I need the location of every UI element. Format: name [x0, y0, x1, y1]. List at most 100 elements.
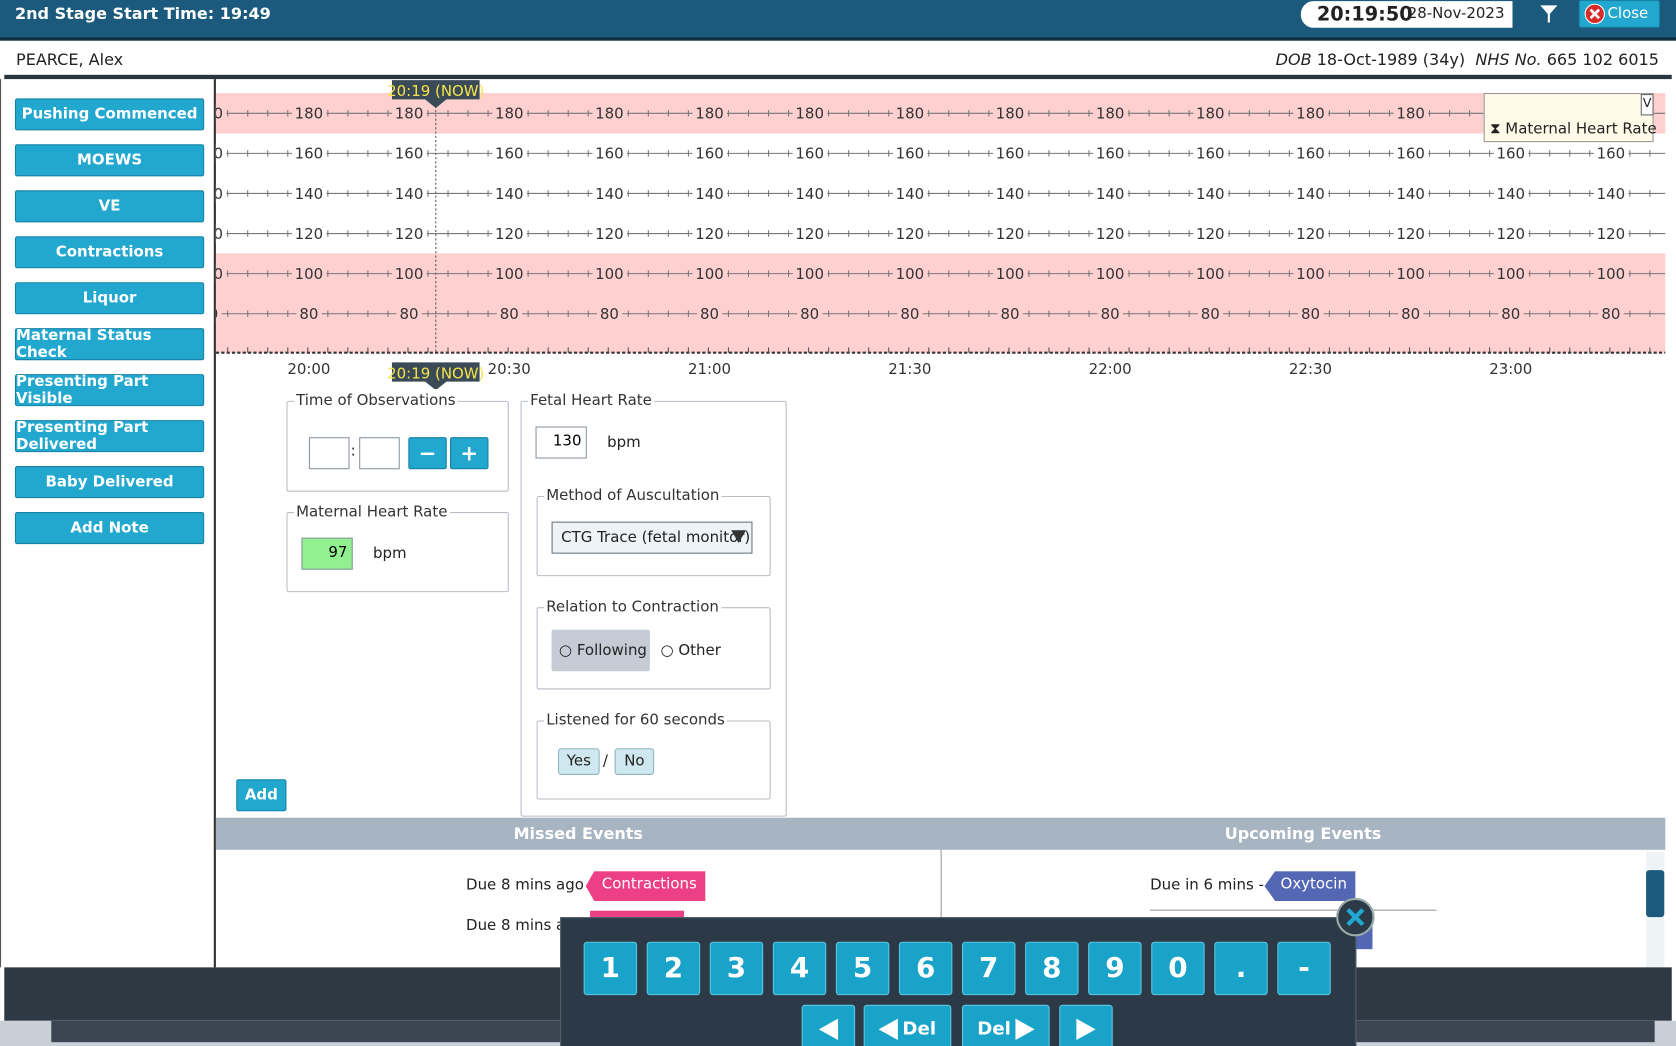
band-low — [215, 253, 1666, 353]
y-tick-label: 80 — [500, 305, 519, 323]
y-tick-label: 140 — [1096, 185, 1125, 203]
sidebar-button[interactable]: Presenting Part Delivered — [14, 419, 205, 453]
y-tick-label: 160 — [216, 145, 223, 163]
y-tick-label: 100 — [996, 265, 1025, 283]
nhs: 665 102 6015 — [1546, 50, 1659, 70]
events-header — [215, 817, 1666, 850]
x-tick-label: 22:30 — [1289, 360, 1332, 378]
digit-key[interactable]: 0 — [1151, 941, 1205, 996]
maternal-unit: bpm — [373, 545, 407, 563]
sidebar-button[interactable]: Maternal Status Check — [14, 327, 205, 361]
del-right-key[interactable]: Del — [962, 1004, 1050, 1046]
y-tick-label: 160 — [1396, 145, 1425, 163]
plus-button[interactable]: + — [450, 437, 489, 470]
digit-key[interactable]: 5 — [835, 941, 890, 996]
stage-title: 2nd Stage Start Time: 19:49 — [14, 4, 271, 24]
scroll-thumb[interactable] — [1646, 870, 1665, 918]
dob: 18-Oct-1989 (34y) — [1316, 50, 1466, 70]
y-tick-label: 120 — [1196, 225, 1225, 243]
sidebar-button[interactable]: MOEWS — [14, 144, 205, 177]
x-tick-label: 20:30 — [488, 360, 531, 378]
y-tick-label: 160 — [1296, 145, 1325, 163]
digit-key[interactable]: 6 — [898, 941, 953, 996]
digit-key[interactable]: 1 — [583, 941, 638, 996]
no-button[interactable]: No — [614, 748, 655, 775]
missed-due: Due 8 mins ago - — [466, 876, 595, 894]
legend-box — [1483, 92, 1654, 143]
digit-key[interactable]: 7 — [962, 941, 1016, 996]
yes-button[interactable]: Yes — [557, 748, 600, 775]
y-tick-label: 100 — [1497, 265, 1526, 283]
sidebar-button[interactable]: Presenting Part Visible — [14, 373, 205, 407]
upcoming-tag[interactable]: Oxytocin — [1264, 871, 1356, 902]
y-tick-label: 160 — [1196, 145, 1225, 163]
y-tick-label: 180 — [395, 105, 424, 123]
upcoming-separator — [1150, 909, 1437, 911]
right-key[interactable] — [1059, 1004, 1113, 1046]
del-left-key[interactable]: Del — [863, 1004, 952, 1046]
x-tick-label: 20:00 — [287, 360, 330, 378]
y-tick-label: 100 — [1296, 265, 1325, 283]
relation-legend: Relation to Contraction — [544, 598, 721, 616]
sidebar-button[interactable]: Liquor — [14, 282, 205, 315]
other-label: Other — [678, 642, 721, 660]
sidebar-button[interactable]: Baby Delivered — [14, 466, 205, 499]
del-label: Del — [977, 1018, 1011, 1040]
y-tick-label: 160 — [495, 145, 524, 163]
y-tick-label: 80 — [1101, 305, 1120, 323]
method-legend: Method of Auscultation — [544, 487, 722, 505]
missed-tag[interactable]: Contractions — [585, 871, 706, 902]
sidebar-divider — [213, 79, 216, 968]
now-label: 20:19 (NOW) — [387, 364, 484, 382]
digit-key[interactable]: 9 — [1088, 941, 1142, 996]
digit-key[interactable]: - — [1277, 941, 1331, 996]
sidebar-button[interactable]: Pushing Commenced — [14, 98, 205, 131]
digit-key[interactable]: 3 — [709, 941, 764, 996]
nhs-label: NHS No. — [1475, 50, 1542, 70]
time-sep: : — [350, 442, 356, 460]
y-tick-label: 160 — [295, 145, 324, 163]
fetal-input[interactable]: 130 — [535, 426, 587, 459]
y-tick-label: 140 — [1597, 185, 1626, 203]
y-tick-label: 120 — [395, 225, 424, 243]
sidebar-button[interactable]: Add Note — [14, 512, 205, 545]
minus-button[interactable]: − — [408, 437, 447, 470]
y-tick-label: 180 — [996, 105, 1025, 123]
slash: / — [602, 752, 608, 770]
y-tick-label: 160 — [1597, 145, 1626, 163]
y-tick-label: 80 — [1301, 305, 1320, 323]
digit-key[interactable]: 8 — [1025, 941, 1079, 996]
y-tick-label: 80 — [299, 305, 318, 323]
left-key[interactable] — [801, 1004, 856, 1046]
digit-key[interactable]: . — [1214, 941, 1268, 996]
maternal-input[interactable]: 97 — [301, 537, 353, 570]
filter-icon[interactable] — [1539, 4, 1558, 23]
y-tick-label: 140 — [695, 185, 724, 203]
y-tick-label: 120 — [216, 225, 223, 243]
y-tick-label: 160 — [1497, 145, 1526, 163]
minute-input[interactable] — [359, 437, 400, 470]
y-tick-label: 100 — [695, 265, 724, 283]
digit-key[interactable]: 4 — [772, 941, 827, 996]
time-fieldset: Time of Observations — [286, 392, 509, 492]
following-option[interactable] — [551, 629, 650, 672]
y-tick-label: 80 — [1201, 305, 1220, 323]
arrow — [818, 1018, 839, 1040]
legend-toggle[interactable]: V — [1640, 94, 1654, 116]
y-tick-label: 80 — [800, 305, 819, 323]
x-tick-label: 22:00 — [1089, 360, 1132, 378]
sidebar-button[interactable]: Contractions — [14, 236, 205, 269]
keypad-close[interactable] — [1335, 897, 1378, 940]
upcoming-title: Upcoming Events — [1224, 824, 1382, 844]
add-button[interactable]: Add — [236, 779, 287, 812]
other-option[interactable] — [654, 629, 753, 672]
y-tick-label: 100 — [495, 265, 524, 283]
y-tick-label: 100 — [216, 265, 223, 283]
method-select[interactable] — [551, 521, 753, 554]
digit-key[interactable]: 2 — [646, 941, 701, 996]
y-tick-label: 100 — [595, 265, 624, 283]
hour-input[interactable] — [308, 437, 350, 470]
sidebar-button[interactable]: VE — [14, 190, 205, 223]
del-label: Del — [902, 1018, 937, 1040]
